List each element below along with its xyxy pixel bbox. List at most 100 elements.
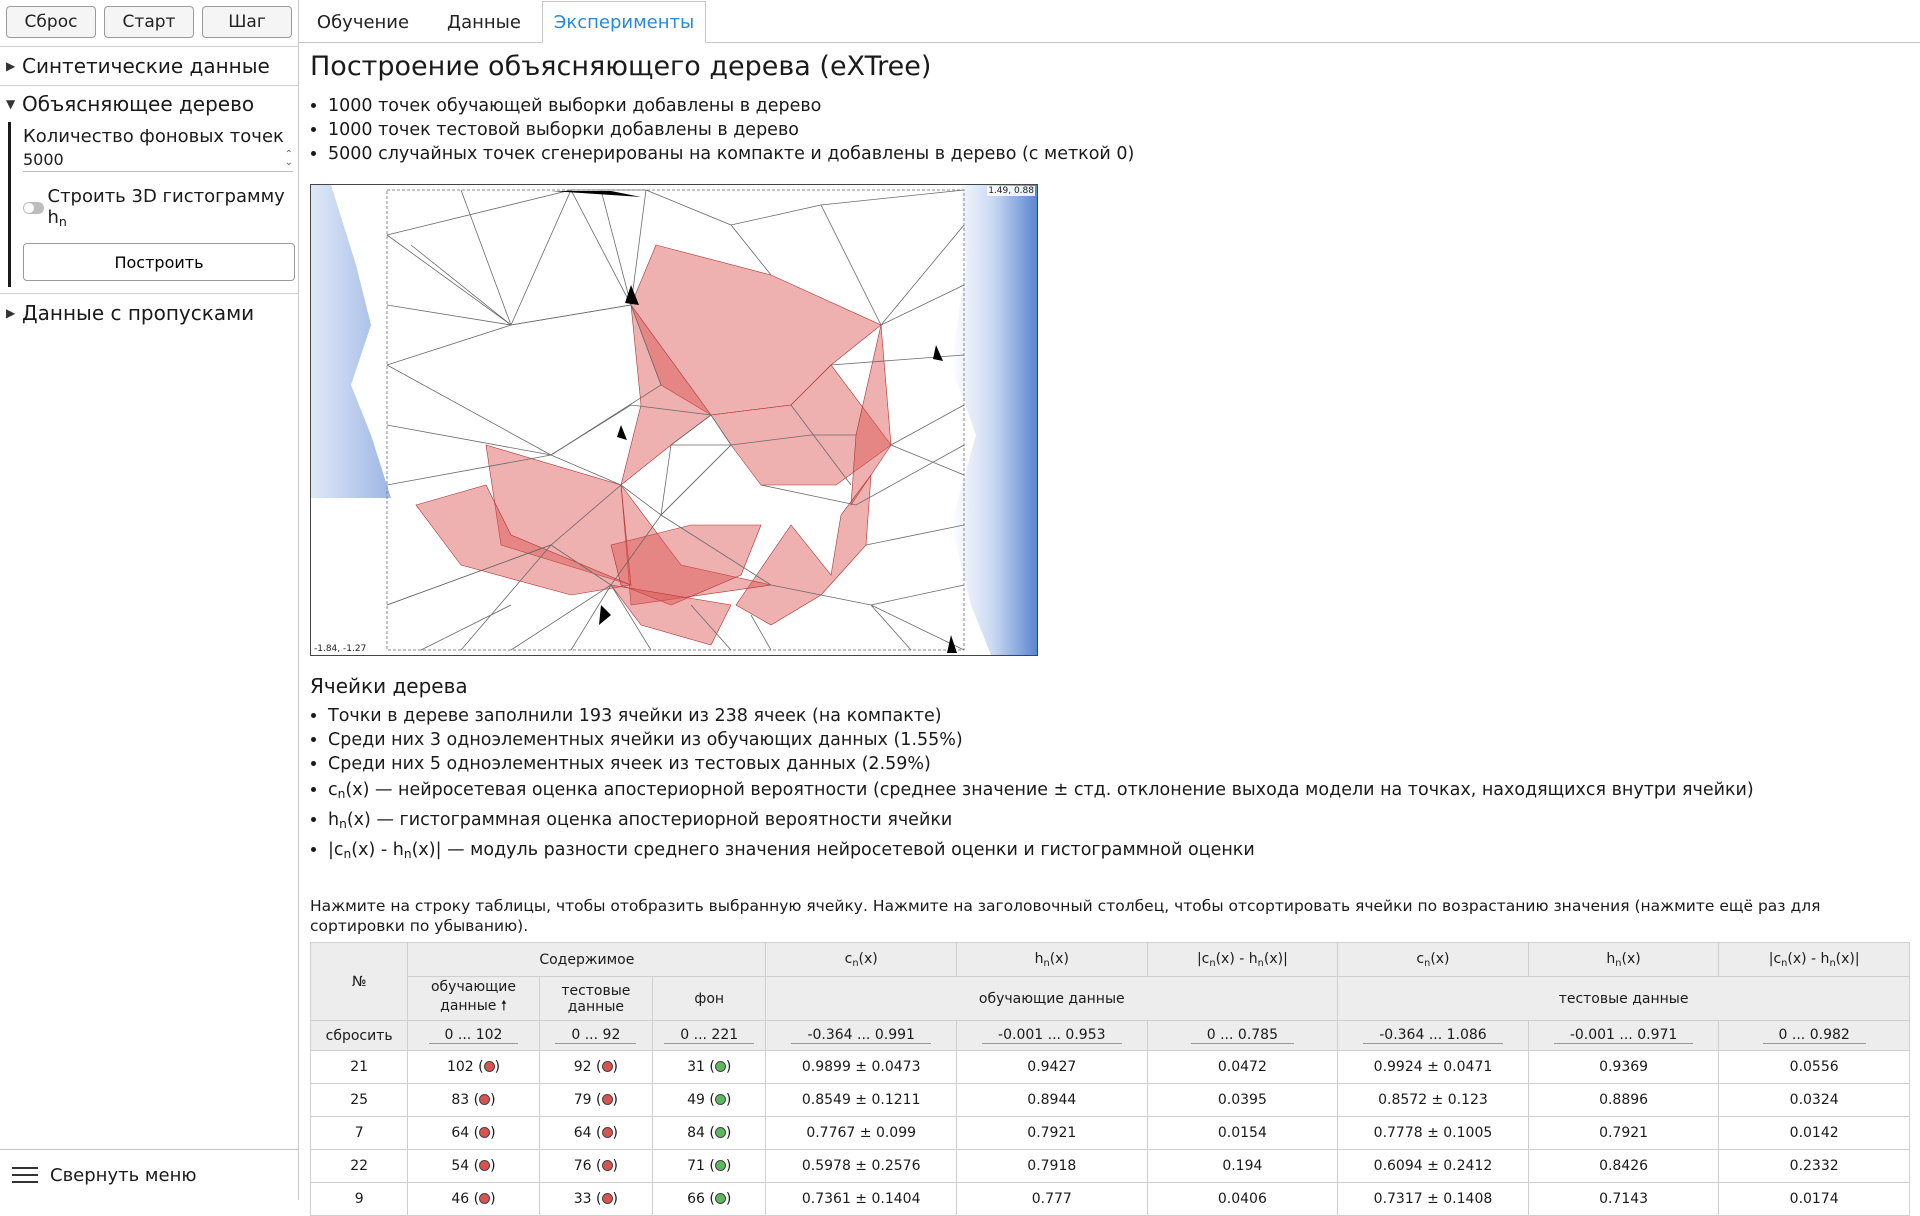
list-item: 1000 точек тестовой выборки добавлены в … xyxy=(328,118,1910,142)
col-cn-train[interactable]: cn(x) xyxy=(765,942,957,977)
col-diff-test[interactable]: |cn(x) - hn(x)| xyxy=(1718,942,1910,977)
range-filter[interactable]: 0 ... 0.982 xyxy=(1762,1027,1866,1044)
tab-experiments[interactable]: Эксперименты xyxy=(542,1,706,43)
hist3d-toggle-row[interactable]: Строить 3D гистограмму hn xyxy=(23,186,292,229)
page-title: Построение объясняющего дерева (eXTree) xyxy=(310,51,932,82)
table-row[interactable]: 7 64 () 64 () 84 () 0.7767 ± 0.099 0.7921 0.01… xyxy=(309,1116,1910,1150)
cells-table: № Содержимое cn(x) hn(x) |cn(x) - hn(x)|… xyxy=(309,942,1910,1216)
tree-edges xyxy=(386,189,965,651)
table-cell: 0.8426 xyxy=(1527,1149,1720,1183)
table-cell: 0.777 xyxy=(955,1182,1148,1216)
table-cell: 64 () xyxy=(538,1116,654,1150)
tree-settings: Количество фоновых точек 5000 ⌃ ⌄ Строить… xyxy=(8,122,295,287)
start-button[interactable]: Старт xyxy=(104,6,194,38)
table-cell: 7 xyxy=(309,1116,409,1150)
table-cell: 46 () xyxy=(407,1182,540,1216)
hist3d-label: Строить 3D гистограмму hn xyxy=(47,186,285,229)
green-class-dot-icon xyxy=(714,1061,726,1072)
table-cell: 33 () xyxy=(538,1182,654,1216)
table-cell: 0.0556 xyxy=(1718,1050,1910,1084)
col-cn-test[interactable]: cn(x) xyxy=(1337,942,1529,977)
reset-filters-button[interactable]: сбросить xyxy=(309,1020,409,1051)
table-row[interactable]: 9 46 () 33 () 66 () 0.7361 ± 0.1404 0.777 0.04… xyxy=(309,1182,1910,1216)
col-hn-train[interactable]: hn(x) xyxy=(955,942,1148,977)
section-missing-data[interactable]: ▶ Данные с пропусками xyxy=(0,293,298,332)
range-filter[interactable]: 0 ... 0.785 xyxy=(1190,1027,1294,1044)
legend-diff: |cn(x) - hn(x)| — модуль разности средне… xyxy=(328,838,1910,866)
section-label: Синтетические данные xyxy=(22,54,270,78)
table-cell: 0.0174 xyxy=(1718,1182,1910,1216)
table-hint: Нажмите на строку таблицы, чтобы отобраз… xyxy=(310,897,1821,935)
col-train-count[interactable]: обучающие данные 🠕 xyxy=(407,976,540,1021)
table-cell: 49 () xyxy=(652,1083,767,1117)
table-cell: 0.7921 xyxy=(955,1116,1148,1150)
range-filter[interactable]: 0 ... 102 xyxy=(428,1027,519,1044)
col-num[interactable]: № xyxy=(309,942,409,1021)
table-row[interactable]: 25 83 () 79 () 49 () 0.8549 ± 0.1211 0.8944 0.… xyxy=(309,1083,1910,1117)
table-cell: 22 xyxy=(309,1149,409,1183)
chevron-right-icon: ▶ xyxy=(6,306,16,320)
green-class-dot-icon xyxy=(714,1127,726,1138)
list-item: Точки в дереве заполнили 193 ячейки из 2… xyxy=(328,704,1910,728)
range-filter[interactable]: -0.364 ... 0.991 xyxy=(791,1027,931,1044)
control-buttons: Сброс Старт Шаг xyxy=(0,0,298,38)
table-cell: 92 () xyxy=(538,1050,654,1084)
main-content: Построение объясняющего дерева (eXTree) … xyxy=(309,43,1910,1216)
probability-field xyxy=(311,185,391,498)
spinner-icon[interactable]: ⌃ ⌄ xyxy=(284,149,293,168)
reset-button[interactable]: Сброс xyxy=(6,6,96,38)
col-diff-train[interactable]: |cn(x) - hn(x)| xyxy=(1146,942,1339,977)
red-class-dot-icon xyxy=(479,1094,491,1105)
table-cell: 0.0406 xyxy=(1146,1182,1339,1216)
table-cell: 0.194 xyxy=(1146,1149,1339,1183)
col-bg-count[interactable]: фон xyxy=(652,976,767,1021)
red-class-dot-icon xyxy=(479,1193,491,1204)
table-cell: 0.7361 ± 0.1404 xyxy=(765,1182,957,1216)
green-class-dot-icon xyxy=(714,1193,726,1204)
tab-training[interactable]: Обучение xyxy=(316,11,410,33)
table-cell: 0.0324 xyxy=(1718,1083,1910,1117)
bg-points-value: 5000 xyxy=(23,149,64,169)
table-cell: 0.9899 ± 0.0473 xyxy=(765,1050,957,1084)
table-row[interactable]: 22 54 () 76 () 71 () 0.5978 ± 0.2576 0.7918 0.… xyxy=(309,1149,1910,1183)
col-content: Содержимое xyxy=(407,942,767,977)
section-explaining-tree[interactable]: ▼ Объясняющее дерево xyxy=(0,85,298,122)
red-class-dot-icon xyxy=(601,1094,613,1105)
range-filter[interactable]: -0.001 ... 0.971 xyxy=(1553,1027,1694,1044)
section-label: Объясняющее дерево xyxy=(22,92,255,116)
table-cell: 0.5978 ± 0.2576 xyxy=(765,1149,957,1183)
table-row[interactable]: 21 102 () 92 () 31 () 0.9899 ± 0.0473 0.9427 0… xyxy=(309,1050,1910,1084)
col-hn-test[interactable]: hn(x) xyxy=(1527,942,1720,977)
range-filter[interactable]: -0.364 ... 1.086 xyxy=(1363,1027,1503,1044)
table-cell: 25 xyxy=(309,1083,409,1117)
plot-max-coords: 1.49, 0.88 xyxy=(987,186,1035,196)
range-filter[interactable]: 0 ... 221 xyxy=(664,1027,755,1044)
bg-points-input[interactable]: 5000 ⌃ ⌄ xyxy=(23,147,293,172)
table-cell: 0.8896 xyxy=(1527,1083,1720,1117)
hist3d-toggle[interactable] xyxy=(23,201,44,214)
col-test-count[interactable]: тестовые данные xyxy=(538,976,654,1021)
section-synthetic-data[interactable]: ▶ Синтетические данные xyxy=(0,46,298,85)
legend-hn: hn(x) — гистограммная оценка апостериорн… xyxy=(328,808,1910,836)
sidebar: Сброс Старт Шаг ▶ Синтетические данные ▼… xyxy=(0,0,299,1200)
collapse-menu-button[interactable]: Свернуть меню xyxy=(0,1149,298,1200)
table-cell: 102 () xyxy=(407,1050,540,1084)
tree-plot-canvas[interactable] xyxy=(311,185,1037,655)
table-cell: 0.2332 xyxy=(1718,1149,1910,1183)
step-button[interactable]: Шаг xyxy=(202,6,292,38)
degenerate-cells xyxy=(551,191,957,653)
table-cell: 0.7143 xyxy=(1527,1182,1720,1216)
table-cell: 0.0395 xyxy=(1146,1083,1339,1117)
table-cell: 84 () xyxy=(652,1116,767,1150)
group-train: обучающие данные xyxy=(765,976,1339,1021)
range-filter[interactable]: -0.001 ... 0.953 xyxy=(982,1027,1122,1044)
table-cell: 64 () xyxy=(407,1116,540,1150)
cells-title: Ячейки дерева xyxy=(310,674,468,698)
tab-data[interactable]: Данные xyxy=(447,11,521,33)
table-cell: 66 () xyxy=(652,1182,767,1216)
tree-plot[interactable]: 1.49, 0.88 -1.84, -1.27 xyxy=(310,184,1038,656)
build-button[interactable]: Построить xyxy=(23,243,295,281)
table-cell: 0.9924 ± 0.0471 xyxy=(1337,1050,1529,1084)
range-filter[interactable]: 0 ... 92 xyxy=(555,1027,637,1044)
red-class-dot-icon xyxy=(479,1160,491,1171)
